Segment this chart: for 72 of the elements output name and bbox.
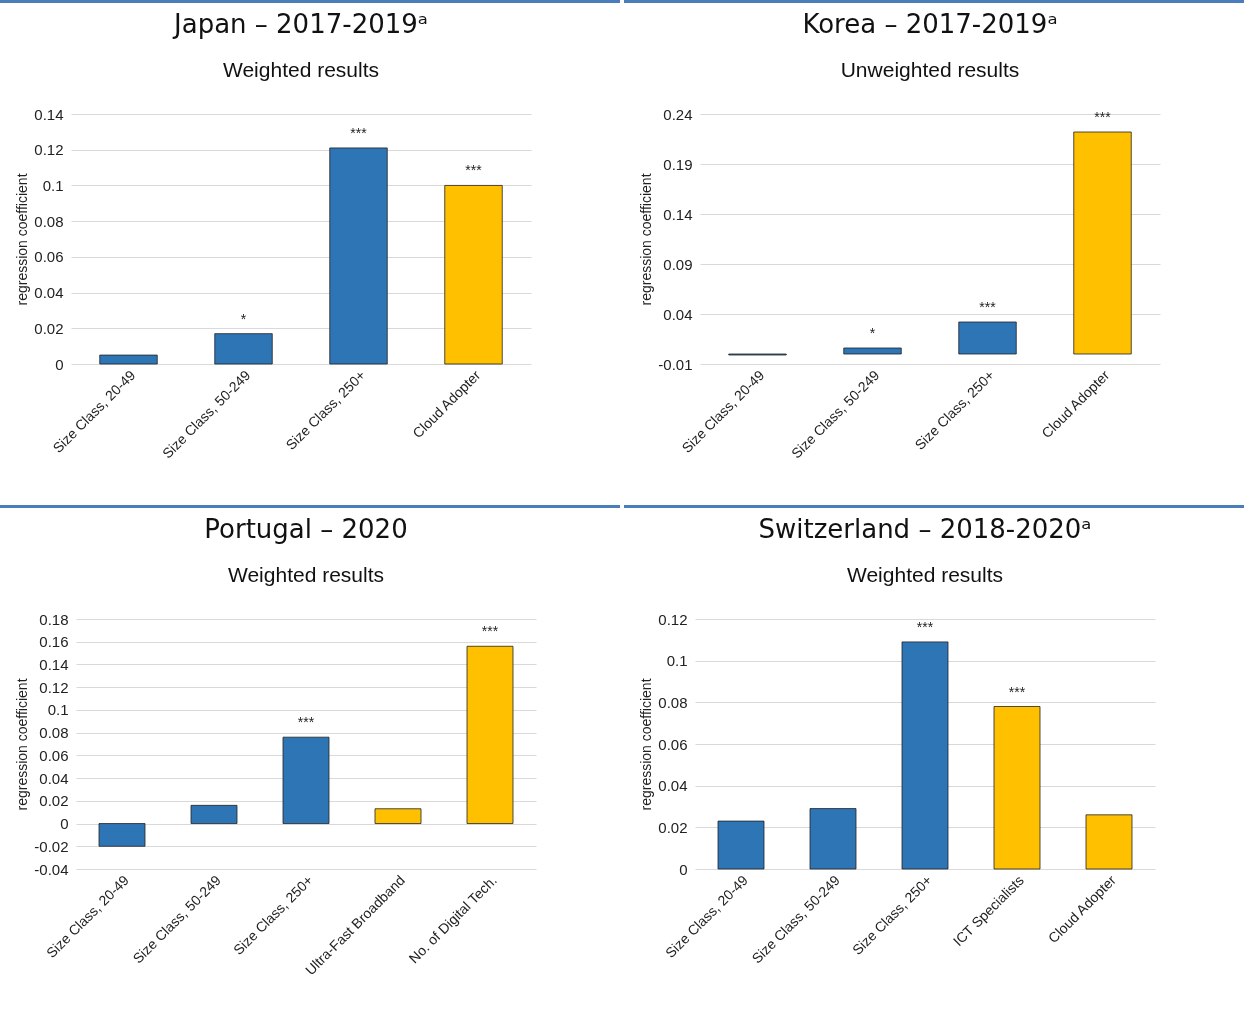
annotation: * xyxy=(240,310,247,327)
y-tick-label: 0 xyxy=(55,355,64,373)
annotation: *** xyxy=(916,618,934,635)
y-tick-label: 0.08 xyxy=(658,693,688,711)
y-tick-label: 0.04 xyxy=(658,777,688,795)
bar xyxy=(374,808,422,824)
y-tick-label: 0.1 xyxy=(666,652,688,670)
y-tick-label: 0.06 xyxy=(39,746,69,764)
chart-subtitle: Weighted results xyxy=(222,58,380,81)
y-tick-label: 0.12 xyxy=(34,141,64,159)
bar xyxy=(843,347,902,355)
y-tick-label: 0.02 xyxy=(658,818,688,836)
annotation: *** xyxy=(481,623,499,640)
annotation: *** xyxy=(1094,109,1112,125)
y-tick-label: 0.16 xyxy=(39,633,69,651)
y-tick-label: 0 xyxy=(679,860,688,878)
y-axis-title: regression coefficient xyxy=(14,173,31,306)
y-tick-label: -0.02 xyxy=(34,837,69,855)
annotation: *** xyxy=(465,162,483,179)
annotation: *** xyxy=(297,714,315,731)
bar xyxy=(717,820,765,870)
y-tick-label: 0 xyxy=(60,815,69,833)
bar xyxy=(466,645,514,824)
y-tick-label: 0.19 xyxy=(663,155,693,173)
y-tick-label: 0.06 xyxy=(658,735,688,753)
y-tick-label: -0.01 xyxy=(658,355,693,373)
bar xyxy=(329,147,388,365)
y-tick-label: 0.18 xyxy=(39,610,69,628)
y-tick-label: 0.1 xyxy=(47,701,69,719)
y-tick-label: 0.12 xyxy=(658,610,688,628)
bar xyxy=(214,333,273,365)
y-tick-label: 0.14 xyxy=(663,205,693,223)
bar xyxy=(190,804,238,824)
y-tick-label: 0.06 xyxy=(34,248,64,266)
y-tick-label: 0.02 xyxy=(39,792,69,810)
bar xyxy=(282,736,330,824)
y-tick-label: 0.14 xyxy=(34,105,64,123)
bar xyxy=(444,185,503,365)
y-tick-label: 0.09 xyxy=(663,255,693,273)
bar xyxy=(993,706,1041,870)
bar xyxy=(1073,131,1132,355)
bar xyxy=(958,321,1017,355)
bar xyxy=(1085,814,1133,870)
chart-subtitle: Weighted results xyxy=(846,563,1004,586)
y-tick-label: 0.04 xyxy=(34,284,64,302)
chart-subtitle: Unweighted results xyxy=(840,58,1020,81)
bar xyxy=(98,823,146,847)
y-tick-label: 0.04 xyxy=(39,769,69,787)
y-axis-title: regression coefficient xyxy=(14,678,31,811)
y-tick-label: 0.08 xyxy=(34,212,64,230)
y-tick-label: 0.1 xyxy=(42,176,64,194)
chart-subtitle: Weighted results xyxy=(227,563,385,586)
y-tick-label: -0.04 xyxy=(34,860,69,878)
y-tick-label: 0.24 xyxy=(663,105,693,123)
y-tick-label: 0.04 xyxy=(663,305,693,323)
bar xyxy=(809,808,857,870)
annotation: *** xyxy=(350,124,368,141)
y-tick-label: 0.02 xyxy=(34,319,64,337)
annotation: *** xyxy=(979,299,997,315)
y-axis-title: regression coefficient xyxy=(638,678,655,811)
annotation: * xyxy=(869,325,876,341)
bar xyxy=(99,354,158,365)
y-tick-label: 0.08 xyxy=(39,724,69,742)
chart-title: Japan – 2017-2019ᵃ xyxy=(172,9,428,39)
y-tick-label: 0.14 xyxy=(39,655,69,673)
y-axis-title: regression coefficient xyxy=(638,173,655,306)
chart-title: Portugal – 2020 xyxy=(204,514,408,544)
bar xyxy=(901,641,949,870)
y-tick-label: 0.12 xyxy=(39,678,69,696)
chart-title: Korea – 2017-2019ᵃ xyxy=(802,9,1058,39)
chart-title: Switzerland – 2018-2020ᵃ xyxy=(758,514,1092,544)
annotation: *** xyxy=(1008,683,1026,700)
